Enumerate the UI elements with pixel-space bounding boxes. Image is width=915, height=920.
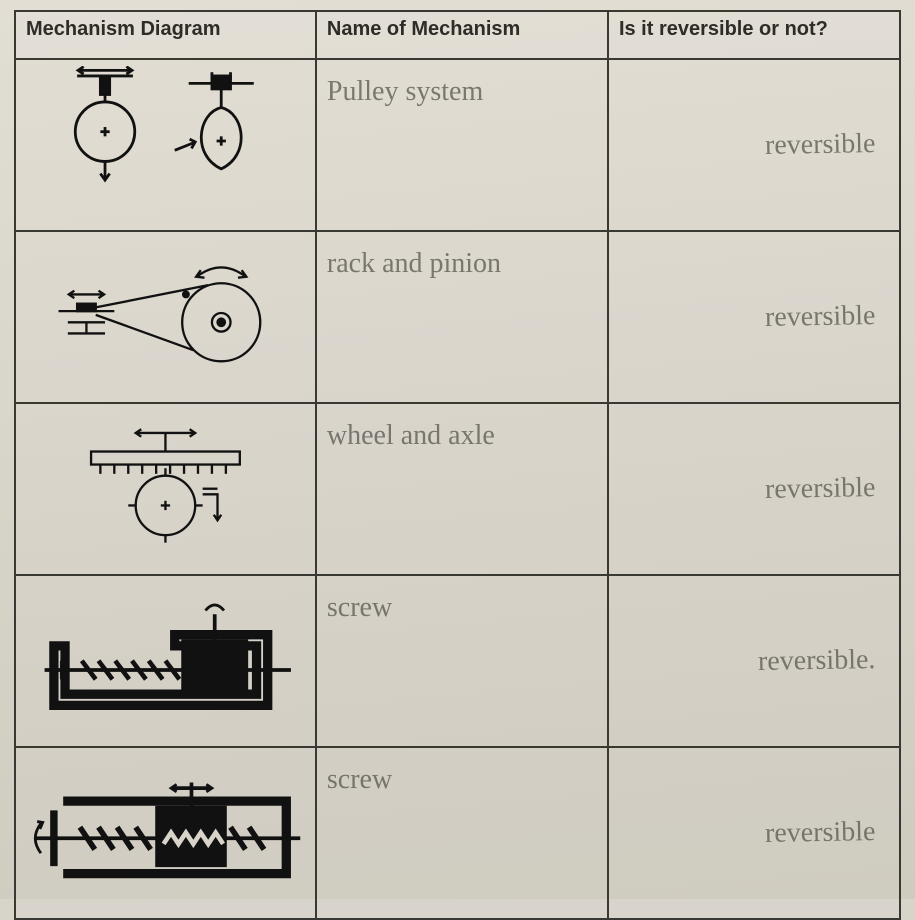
diagram-cell [15,575,316,747]
name-cell: screw [316,747,608,919]
handwritten-reversible: reversible [764,472,875,506]
handwritten-name: Pulley system [327,66,597,109]
handwritten-name: screw [327,582,597,625]
col-header-diagram: Mechanism Diagram [15,11,316,59]
mechanism-table: Mechanism Diagram Name of Mechanism Is i… [14,10,901,920]
name-cell: Pulley system [316,59,608,231]
reversible-cell: reversible [608,403,900,575]
table-row: wheel and axle reversible [15,403,900,575]
table-row: screw reversible [15,747,900,919]
name-cell: rack and pinion [316,231,608,403]
rack-pinion-icon [26,410,305,560]
table-row: Pulley system reversible [15,59,900,231]
reversible-cell: reversible [608,231,900,403]
table-row: screw reversible. [15,575,900,747]
name-cell: screw [316,575,608,747]
worksheet-page: Mechanism Diagram Name of Mechanism Is i… [0,0,915,899]
diagram-cell [15,59,316,231]
handwritten-reversible: reversible [764,300,875,334]
diagram-cell [15,403,316,575]
handwritten-reversible: reversible. [757,644,875,678]
diagram-cell [15,231,316,403]
reversible-cell: reversible [608,59,900,231]
leadscrew-short-icon [26,582,305,732]
leadscrew-long-icon [26,754,305,904]
diagram-cell [15,747,316,919]
belt-drive-icon [26,238,305,388]
table-row: rack and pinion reversible [15,231,900,403]
table-header-row: Mechanism Diagram Name of Mechanism Is i… [15,11,900,59]
col-header-name: Name of Mechanism [316,11,608,59]
pulley-pair-icon [26,66,305,216]
handwritten-reversible: reversible [764,128,875,162]
handwritten-name: wheel and axle [327,410,597,453]
reversible-cell: reversible [608,747,900,919]
handwritten-name: rack and pinion [327,238,597,281]
name-cell: wheel and axle [316,403,608,575]
handwritten-name: screw [327,754,597,797]
handwritten-reversible: reversible [764,816,875,850]
reversible-cell: reversible. [608,575,900,747]
col-header-rev: Is it reversible or not? [608,11,900,59]
